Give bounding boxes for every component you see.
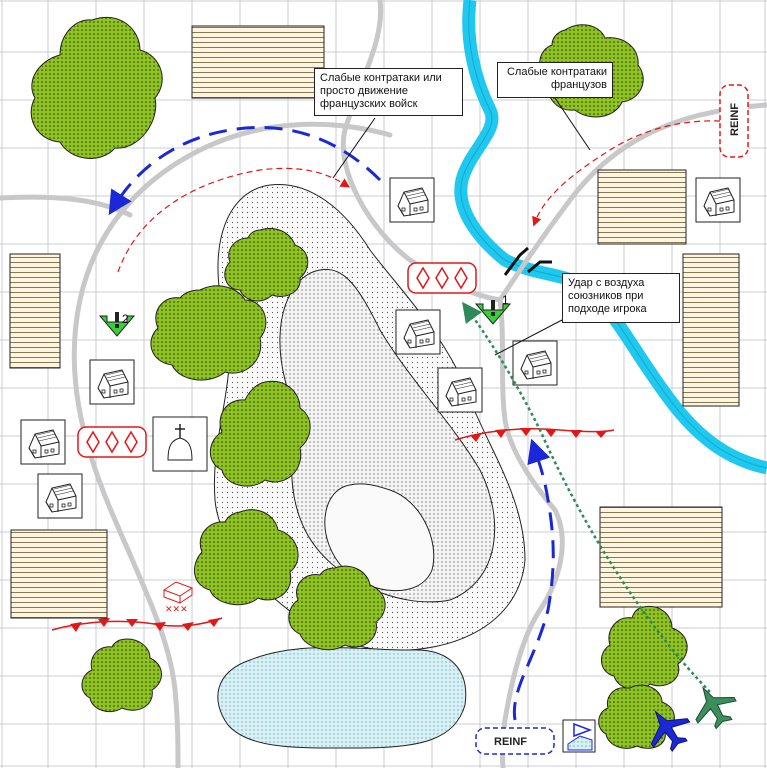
player-arrows <box>108 126 555 721</box>
house-icon <box>695 177 741 223</box>
bridge <box>503 246 552 276</box>
player-arrow-top <box>108 126 382 216</box>
enemy-arrow-reinf <box>532 120 721 227</box>
house-icon <box>89 359 135 405</box>
callout-weak-counter-french: Слабые контратаки французов <box>497 62 613 98</box>
enemy-position-top <box>407 262 477 294</box>
house-icon <box>20 419 66 465</box>
forest-8 <box>81 638 162 713</box>
house-icon <box>437 367 483 413</box>
house-icon <box>389 177 435 223</box>
player-arrow-bottom <box>512 438 555 721</box>
river-outline <box>460 0 767 469</box>
objective-marker-2: 2 <box>99 311 135 337</box>
callout-weak-counter-movement: Слабые контратаки или просто движение фр… <box>314 68 463 116</box>
svg-text:✕✕✕: ✕✕✕ <box>165 604 188 614</box>
reinf-label: REINF <box>729 103 741 136</box>
reinf-bottom: REINF <box>475 727 555 755</box>
field-icon <box>682 253 740 407</box>
forest-4 <box>150 285 267 381</box>
field-icon <box>597 169 687 245</box>
field-icon <box>10 529 108 619</box>
forest-5 <box>209 380 311 487</box>
forests <box>30 16 688 749</box>
fields <box>9 25 740 619</box>
objective-marker-1: 1 <box>475 293 511 325</box>
enemy-arrow-west <box>117 167 351 273</box>
forest-9 <box>601 606 688 691</box>
defensive-line-right <box>454 428 615 442</box>
callout-allied-air-strike: Удар с воздуха союзников при подходе игр… <box>562 273 680 323</box>
forest-7 <box>288 565 386 651</box>
enemy-arrows <box>117 120 721 273</box>
forest-3 <box>224 227 309 302</box>
bunker-icon: ✕✕✕ <box>162 581 194 614</box>
house-icon <box>395 309 441 355</box>
field-icon <box>191 25 325 99</box>
defensive-line-left <box>51 617 223 632</box>
field-icon <box>9 253 61 369</box>
hq-flag-icon <box>562 719 596 753</box>
church-icon <box>152 416 208 472</box>
enemy-position-left <box>77 426 147 458</box>
field-icon <box>599 506 723 608</box>
forest-1 <box>30 16 163 159</box>
objective-number: 2 <box>122 312 129 326</box>
lake <box>217 647 467 749</box>
objective-number: 1 <box>502 293 509 307</box>
house-icon <box>37 473 83 519</box>
objective-marker-icon <box>99 311 135 337</box>
house-icon <box>512 340 558 386</box>
hill <box>213 183 526 651</box>
reinf-top-right: REINF <box>719 84 749 158</box>
forest-10 <box>598 684 675 749</box>
air-strike-arrow <box>462 301 711 693</box>
forest-6 <box>194 509 299 606</box>
callout-leaders <box>332 97 591 356</box>
reinf-label: REINF <box>494 736 527 748</box>
